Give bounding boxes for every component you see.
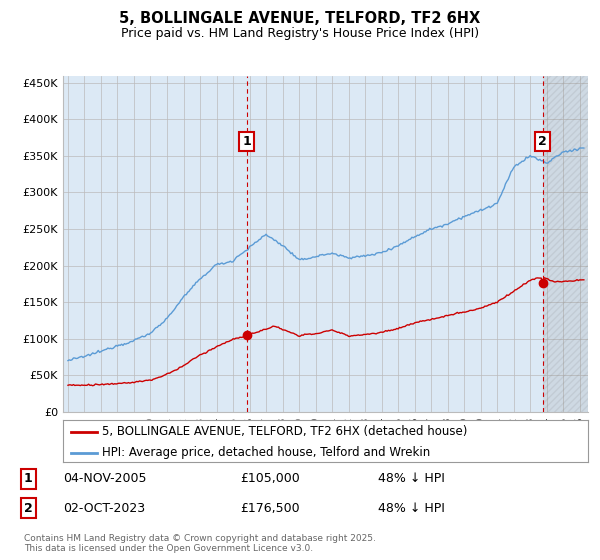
Bar <box>542 76 588 412</box>
Text: £176,500: £176,500 <box>240 502 299 515</box>
Text: 02-OCT-2023: 02-OCT-2023 <box>63 502 145 515</box>
Text: 1: 1 <box>242 135 251 148</box>
Text: HPI: Average price, detached house, Telford and Wrekin: HPI: Average price, detached house, Telf… <box>103 446 431 459</box>
Text: 5, BOLLINGALE AVENUE, TELFORD, TF2 6HX (detached house): 5, BOLLINGALE AVENUE, TELFORD, TF2 6HX (… <box>103 425 468 438</box>
Text: Contains HM Land Registry data © Crown copyright and database right 2025.
This d: Contains HM Land Registry data © Crown c… <box>24 534 376 553</box>
Text: Price paid vs. HM Land Registry's House Price Index (HPI): Price paid vs. HM Land Registry's House … <box>121 27 479 40</box>
Text: 2: 2 <box>24 502 33 515</box>
Text: 48% ↓ HPI: 48% ↓ HPI <box>378 472 445 486</box>
Text: 5, BOLLINGALE AVENUE, TELFORD, TF2 6HX: 5, BOLLINGALE AVENUE, TELFORD, TF2 6HX <box>119 11 481 26</box>
Text: 48% ↓ HPI: 48% ↓ HPI <box>378 502 445 515</box>
Text: 04-NOV-2005: 04-NOV-2005 <box>63 472 146 486</box>
Text: £105,000: £105,000 <box>240 472 300 486</box>
Text: 1: 1 <box>24 472 33 486</box>
Text: 2: 2 <box>538 135 547 148</box>
